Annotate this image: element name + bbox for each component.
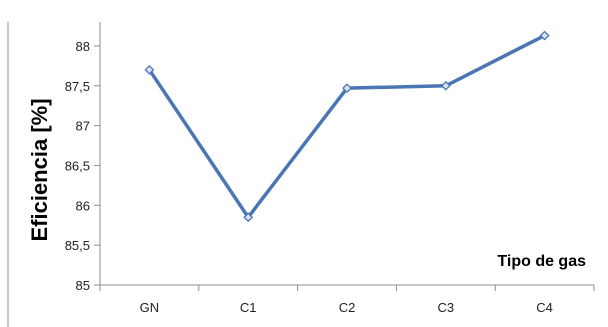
series-layer — [144, 30, 550, 223]
data-point-marker — [440, 80, 451, 91]
y-tick-label: 85,5 — [65, 238, 90, 253]
data-point-marker — [243, 212, 254, 223]
data-point-marker — [539, 30, 550, 41]
x-tick-label: C1 — [240, 300, 257, 315]
data-point-marker — [144, 64, 155, 75]
x-axis-title: Tipo de gas — [497, 253, 586, 270]
y-tick-label: 87,5 — [65, 79, 90, 94]
y-tick-label: 86 — [76, 198, 90, 213]
y-tick-label: 86,5 — [65, 158, 90, 173]
x-tick-label: C3 — [437, 300, 454, 315]
x-tick-label: C4 — [536, 300, 553, 315]
x-tick-label: GN — [140, 300, 160, 315]
tick-labels: 85 85,5 86 86,5 87 87,5 88 GN C1 C2 C3 C4 — [65, 39, 553, 315]
series-line — [147, 33, 547, 220]
y-tick-label: 85 — [76, 278, 90, 293]
y-axis-title: Eficiencia [%] — [27, 98, 52, 241]
x-tick-label: C2 — [339, 300, 356, 315]
axes — [94, 22, 595, 291]
data-point-marker — [342, 83, 352, 94]
y-tick-label: 87 — [76, 119, 90, 134]
y-tick-label: 88 — [76, 39, 90, 54]
